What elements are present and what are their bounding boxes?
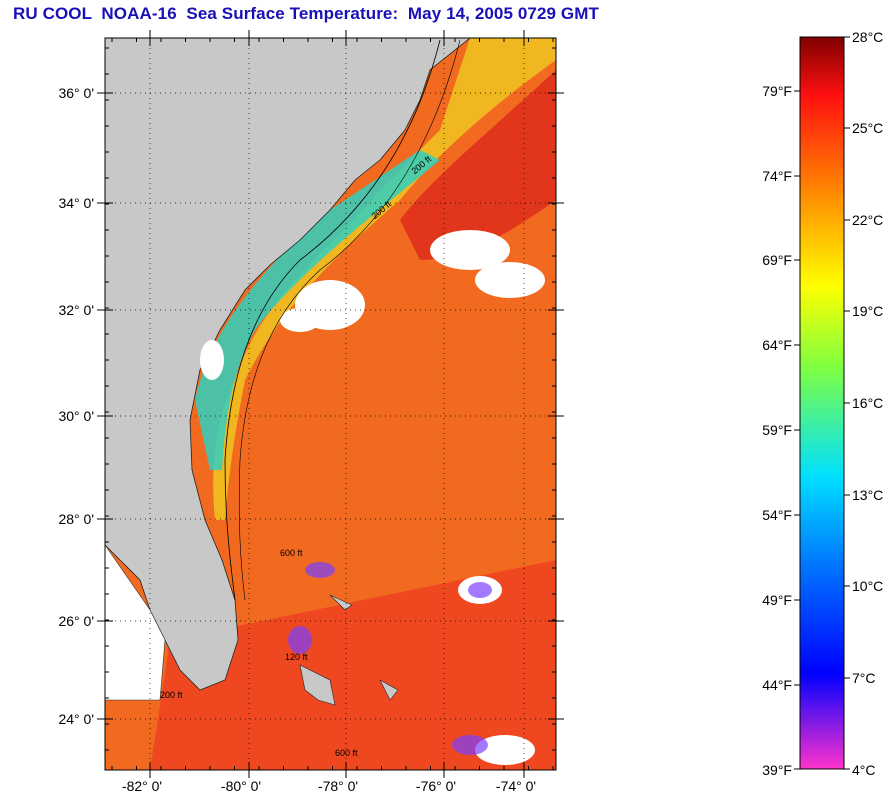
cool-coastal-water <box>195 150 440 470</box>
fahrenheit-label: 49°F <box>762 592 792 608</box>
celsius-label: 4°C <box>852 762 876 778</box>
fahrenheit-label: 69°F <box>762 252 792 268</box>
page-title: RU COOL NOAA-16 Sea Surface Temperature:… <box>13 4 599 23</box>
contour-label: 600 ft <box>335 748 358 758</box>
fahrenheit-label: 39°F <box>762 762 792 778</box>
celsius-label: 22°C <box>852 212 884 228</box>
contour-label: 120 ft <box>285 652 308 662</box>
isobath-contour <box>224 39 441 601</box>
lat-label-30: 30° 0' <box>58 408 94 424</box>
lon-label-74: -74° 0' <box>495 778 537 794</box>
isobath-contour <box>238 39 461 601</box>
cloud-patches <box>200 230 545 765</box>
contour-label: 200 ft <box>160 690 183 700</box>
map-frame <box>104 37 557 771</box>
lat-label-28: 28° 0' <box>58 511 94 527</box>
colorbar-ticks <box>794 36 850 770</box>
lat-label-24: 24° 0' <box>58 711 94 727</box>
celsius-label: 10°C <box>852 578 884 594</box>
lat-label-36: 36° 0' <box>58 85 94 101</box>
fahrenheit-label: 44°F <box>762 677 792 693</box>
fahrenheit-label: 54°F <box>762 507 792 523</box>
lat-label-26: 26° 0' <box>58 613 94 629</box>
lon-label-78: -78° 0' <box>317 778 359 794</box>
gulf-stream <box>400 70 556 260</box>
contour-label: 600 ft <box>280 548 303 558</box>
lon-label-80: -80° 0' <box>220 778 262 794</box>
fahrenheit-label: 64°F <box>762 337 792 353</box>
florida-current <box>150 560 556 770</box>
lon-label-82: -82° 0' <box>121 778 163 794</box>
axis-ticks <box>97 30 564 778</box>
colorbar <box>799 36 845 770</box>
celsius-label: 19°C <box>852 303 884 319</box>
lon-label-76: -76° 0' <box>415 778 457 794</box>
fahrenheit-label: 59°F <box>762 422 792 438</box>
gulf-coast-clouds <box>105 544 166 701</box>
bahamas-islands <box>299 594 399 706</box>
lat-label-34: 34° 0' <box>58 195 94 211</box>
graticule <box>105 38 556 770</box>
celsius-label: 25°C <box>852 120 884 136</box>
fahrenheit-label: 74°F <box>762 168 792 184</box>
celsius-label: 28°C <box>852 29 884 45</box>
fahrenheit-label: 79°F <box>762 83 792 99</box>
celsius-label: 13°C <box>852 487 884 503</box>
celsius-label: 16°C <box>852 395 884 411</box>
lat-label-32: 32° 0' <box>58 302 94 318</box>
celsius-label: 7°C <box>852 670 876 686</box>
